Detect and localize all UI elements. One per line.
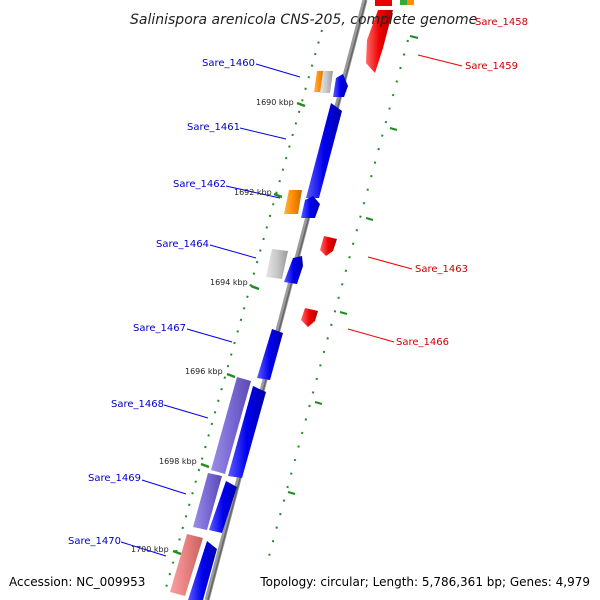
gene-label-sare-1461[interactable]: Sare_1461 (187, 122, 240, 133)
gene-fragment-top-green[interactable] (400, 0, 408, 5)
kbp-label-1692: 1692 kbp (234, 188, 272, 197)
gene-label-sare-1466[interactable]: Sare_1466 (396, 337, 449, 348)
gene-arrow-sare-1466[interactable] (301, 308, 318, 327)
genome-backbone (204, 0, 368, 600)
gene-label-sare-1460[interactable]: Sare_1460 (202, 58, 255, 69)
gene-orange-2[interactable] (284, 190, 302, 214)
tick-1698 (200, 462, 210, 469)
gene-arrow-sare-1467[interactable] (257, 329, 283, 380)
tick-1696 (226, 372, 236, 379)
gene-purple-1[interactable] (211, 377, 251, 474)
gene-label-sare-1469[interactable]: Sare_1469 (88, 473, 141, 484)
gene-purple-2[interactable] (193, 473, 222, 530)
kbp-label-1698: 1698 kbp (159, 457, 197, 466)
gene-label-sare-1467[interactable]: Sare_1467 (133, 323, 186, 334)
gene-label-sare-1464[interactable]: Sare_1464 (156, 239, 209, 250)
kbp-label-1690: 1690 kbp (256, 98, 294, 107)
tick-1690 (296, 101, 306, 108)
gene-fragment-top-orange[interactable] (407, 0, 414, 5)
kbp-label-1694: 1694 kbp (210, 278, 248, 287)
gene-gray-1[interactable] (320, 71, 333, 93)
tick-1700 (172, 549, 182, 556)
gene-arrow-sare-1468[interactable] (228, 386, 266, 478)
gene-arrow-sare-1462[interactable] (301, 196, 320, 218)
gene-arrow-sare-1470[interactable] (188, 541, 217, 600)
gene-label-sare-1459[interactable]: Sare_1459 (465, 61, 518, 72)
tick-1694 (250, 284, 260, 291)
gene-arrow-sare-1464[interactable] (284, 256, 303, 284)
gene-label-sare-1463[interactable]: Sare_1463 (415, 264, 468, 275)
gene-arrow-sare-1469[interactable] (209, 481, 237, 533)
gene-label-sare-1462[interactable]: Sare_1462 (173, 179, 226, 190)
kbp-label-1700: 1700 kbp (131, 545, 169, 554)
page-title: Salinispora arenicola CNS-205, complete … (130, 12, 477, 28)
gene-label-sare-1458[interactable]: Sare_1458 (475, 17, 528, 28)
gene-label-sare-1470[interactable]: Sare_1470 (68, 536, 121, 547)
gene-arrow-sare-1458[interactable] (375, 0, 392, 6)
gene-pink-1[interactable] (170, 534, 203, 596)
gene-label-sare-1468[interactable]: Sare_1468 (111, 399, 164, 410)
gene-arrow-sare-1459[interactable] (366, 10, 393, 73)
gene-arrow-sare-1460[interactable] (333, 74, 348, 97)
gene-gray-2[interactable] (266, 249, 288, 279)
outer-tick-track (267, 39, 409, 561)
genome-summary: Topology: circular; Length: 5,786,361 bp… (259, 575, 590, 589)
gene-arrow-sare-1461[interactable] (306, 103, 342, 198)
gene-arrow-sare-1463[interactable] (320, 236, 337, 256)
tick-1692 (273, 192, 283, 199)
accession-label: Accession: NC_009953 (9, 575, 145, 589)
kbp-label-1696: 1696 kbp (185, 367, 223, 376)
inner-tick-track (163, 29, 323, 596)
